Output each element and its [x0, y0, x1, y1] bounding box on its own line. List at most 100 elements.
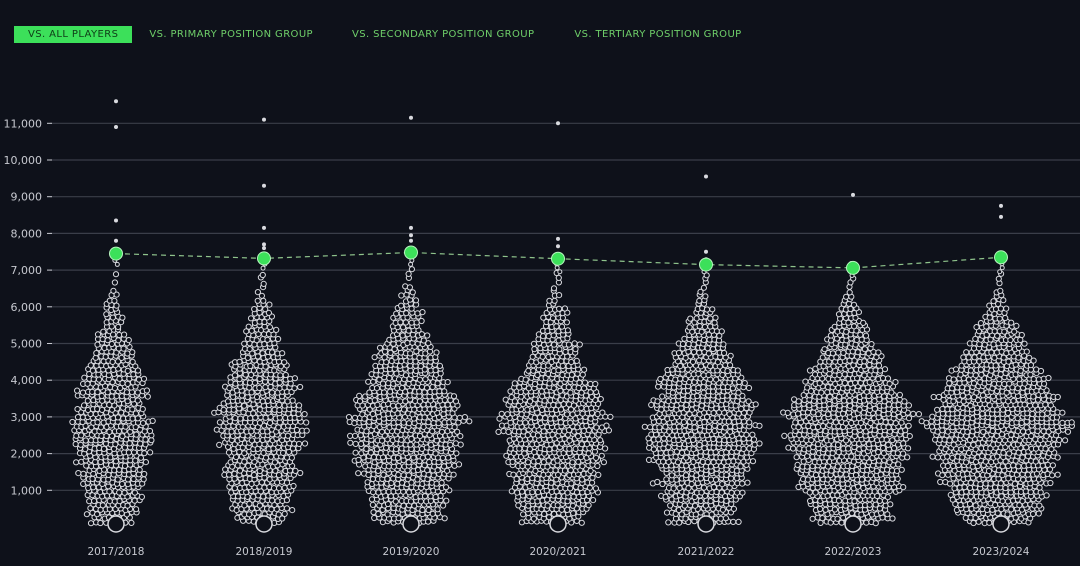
player-dot[interactable]	[575, 433, 582, 440]
player-dot[interactable]	[815, 423, 822, 431]
player-dot[interactable]	[861, 358, 868, 365]
player-dot[interactable]	[802, 378, 809, 385]
player-dot[interactable]	[1030, 510, 1037, 518]
player-dot[interactable]	[673, 476, 680, 483]
zero-value-marker[interactable]	[402, 515, 420, 533]
player-dot[interactable]	[407, 441, 414, 448]
player-dot[interactable]	[1054, 454, 1061, 461]
player-dot[interactable]	[538, 406, 546, 413]
player-dot[interactable]	[1049, 472, 1056, 479]
player-dot[interactable]	[876, 505, 884, 512]
player-dot[interactable]	[1005, 475, 1012, 482]
player-dot[interactable]	[373, 385, 381, 392]
player-dot[interactable]	[1015, 463, 1022, 470]
player-dot[interactable]	[793, 454, 800, 461]
player-dot[interactable]	[539, 353, 546, 360]
player-dot[interactable]	[231, 485, 238, 492]
player-dot[interactable]	[846, 402, 854, 409]
player-dot[interactable]	[905, 415, 913, 422]
player-dot[interactable]	[351, 414, 359, 421]
player-dot[interactable]	[683, 454, 690, 461]
player-dot[interactable]	[550, 285, 558, 292]
player-dot[interactable]	[440, 502, 447, 509]
player-dot[interactable]	[599, 409, 606, 416]
player-dot[interactable]	[1039, 411, 1046, 418]
player-dot[interactable]	[752, 401, 759, 408]
player-dot[interactable]	[699, 458, 706, 465]
player-dot[interactable]	[100, 328, 107, 335]
player-dot[interactable]	[504, 411, 511, 418]
player-dot[interactable]	[700, 284, 708, 291]
player-dot[interactable]	[946, 480, 954, 487]
zero-value-marker[interactable]	[107, 515, 125, 533]
player-dot[interactable]	[875, 349, 882, 356]
player-dot[interactable]	[78, 432, 85, 439]
player-dot[interactable]	[722, 515, 730, 522]
player-dot[interactable]	[136, 466, 143, 473]
player-dot[interactable]	[832, 419, 840, 426]
zero-value-marker[interactable]	[844, 515, 862, 533]
player-dot[interactable]	[414, 476, 421, 483]
player-dot[interactable]	[546, 380, 553, 387]
player-dot[interactable]	[529, 489, 536, 496]
player-dot[interactable]	[407, 498, 415, 505]
player-dot[interactable]	[886, 459, 893, 466]
player-dot[interactable]	[452, 398, 460, 405]
player-dot[interactable]	[727, 428, 734, 435]
player-dot[interactable]	[397, 319, 404, 326]
player-dot[interactable]	[581, 379, 589, 386]
outlier-dot[interactable]	[851, 192, 855, 197]
player-dot[interactable]	[556, 305, 563, 312]
player-dot[interactable]	[704, 397, 711, 404]
player-dot[interactable]	[108, 393, 115, 400]
player-dot[interactable]	[701, 419, 708, 426]
player-dot[interactable]	[550, 385, 557, 392]
player-dot[interactable]	[680, 419, 688, 426]
player-dot[interactable]	[408, 261, 414, 267]
player-dot[interactable]	[696, 349, 703, 356]
player-dot[interactable]	[275, 335, 282, 343]
player-dot[interactable]	[451, 424, 458, 431]
player-dot[interactable]	[739, 480, 746, 487]
player-dot[interactable]	[808, 437, 815, 444]
player-dot[interactable]	[900, 450, 907, 457]
player-dot[interactable]	[260, 493, 267, 500]
outlier-dot[interactable]	[262, 183, 266, 188]
player-dot[interactable]	[554, 502, 561, 509]
player-dot[interactable]	[592, 485, 600, 492]
player-dot[interactable]	[110, 287, 117, 294]
player-dot[interactable]	[595, 471, 602, 478]
player-dot[interactable]	[964, 428, 971, 435]
player-dot[interactable]	[594, 462, 601, 470]
player-dot[interactable]	[607, 413, 614, 420]
player-dot[interactable]	[564, 327, 572, 334]
player-dot[interactable]	[669, 389, 677, 396]
player-dot[interactable]	[290, 482, 297, 490]
player-dot[interactable]	[579, 410, 586, 417]
player-dot[interactable]	[94, 405, 101, 413]
player-dot[interactable]	[901, 398, 908, 405]
player-dot[interactable]	[801, 396, 808, 404]
player-dot[interactable]	[405, 459, 412, 466]
player-dot[interactable]	[949, 454, 956, 461]
player-dot[interactable]	[860, 445, 867, 452]
player-dot[interactable]	[928, 423, 936, 430]
player-dot[interactable]	[840, 349, 847, 356]
player-dot[interactable]	[700, 372, 707, 379]
player-dot[interactable]	[845, 445, 852, 452]
player-dot[interactable]	[574, 424, 581, 431]
player-dot[interactable]	[889, 515, 896, 522]
player-dot[interactable]	[408, 266, 415, 273]
player-dot[interactable]	[540, 314, 547, 321]
player-dot[interactable]	[658, 406, 665, 413]
player-dot[interactable]	[744, 479, 751, 486]
player-dot[interactable]	[546, 297, 553, 304]
player-dot[interactable]	[106, 488, 113, 495]
player-dot[interactable]	[663, 476, 670, 483]
player-dot[interactable]	[910, 410, 917, 417]
player-dot[interactable]	[1014, 415, 1021, 422]
player-dot[interactable]	[597, 437, 604, 444]
player-dot[interactable]	[969, 463, 976, 470]
player-dot[interactable]	[97, 458, 104, 466]
player-dot[interactable]	[283, 479, 291, 486]
